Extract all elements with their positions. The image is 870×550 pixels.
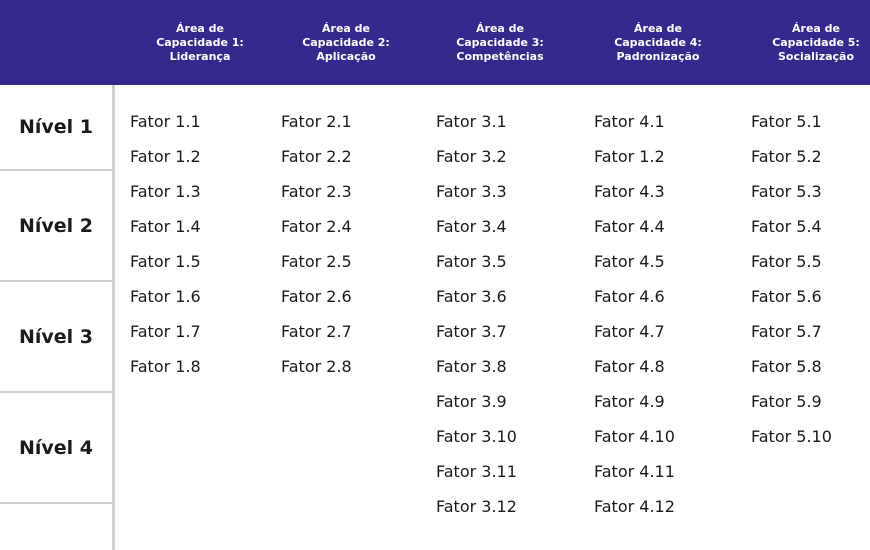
header-capacity-4: Área de Capacidade 4: Padronização	[598, 0, 718, 85]
factor-cell: Fator 4.9	[594, 392, 665, 411]
header-line: Área de	[322, 21, 370, 35]
header-line: Aplicação	[316, 49, 376, 63]
factor-cell: Fator 4.8	[594, 357, 665, 376]
factor-cell: Fator 4.3	[594, 182, 665, 201]
factor-cell: Fator 5.1	[751, 112, 822, 131]
level-2-label: Nível 2	[0, 171, 112, 282]
factor-cell: Fator 5.8	[751, 357, 822, 376]
factor-cell: Fator 3.6	[436, 287, 507, 306]
level-4-label: Nível 4	[0, 393, 112, 504]
factor-cell: Fator 2.5	[281, 252, 352, 271]
factor-cell: Fator 4.10	[594, 427, 675, 446]
header-line: Competências	[456, 49, 544, 63]
factor-cell: Fator 2.6	[281, 287, 352, 306]
factor-cell: Fator 4.1	[594, 112, 665, 131]
factor-cell: Fator 4.5	[594, 252, 665, 271]
factor-column-5: Fator 5.1 Fator 5.2 Fator 5.3 Fator 5.4 …	[751, 104, 832, 454]
header-capacity-3: Área de Capacidade 3: Competências	[440, 0, 560, 85]
header-line: Área de	[476, 21, 524, 35]
factor-cell: Fator 1.5	[130, 252, 201, 271]
header-line: Padronização	[616, 49, 700, 63]
factor-cell: Fator 3.7	[436, 322, 507, 341]
factor-cell: Fator 3.1	[436, 112, 507, 131]
factor-cell: Fator 2.4	[281, 217, 352, 236]
header-line: Capacidade 1:	[156, 35, 244, 49]
factor-cell: Fator 3.10	[436, 427, 517, 446]
factor-cell: Fator 5.5	[751, 252, 822, 271]
factor-cell: Fator 2.2	[281, 147, 352, 166]
factor-column-2: Fator 2.1 Fator 2.2 Fator 2.3 Fator 2.4 …	[281, 104, 352, 384]
factor-column-4: Fator 4.1 Fator 1.2 Fator 4.3 Fator 4.4 …	[594, 104, 675, 524]
factor-cell: Fator 3.9	[436, 392, 507, 411]
factor-cell: Fator 1.8	[130, 357, 201, 376]
factor-cell: Fator 5.2	[751, 147, 822, 166]
factor-cell: Fator 1.1	[130, 112, 201, 131]
factor-cell: Fator 1.7	[130, 322, 201, 341]
level-1-label: Nível 1	[0, 85, 112, 171]
factor-cell: Fator 3.11	[436, 462, 517, 481]
table-header: Área de Capacidade 1: Liderança Área de …	[0, 0, 870, 85]
factor-column-3: Fator 3.1 Fator 3.2 Fator 3.3 Fator 3.4 …	[436, 104, 517, 524]
factor-cell: Fator 2.1	[281, 112, 352, 131]
factor-cell: Fator 3.4	[436, 217, 507, 236]
factor-cell: Fator 4.11	[594, 462, 675, 481]
header-line: Área de	[792, 21, 840, 35]
header-line: Área de	[634, 21, 682, 35]
factor-cell: Fator 5.6	[751, 287, 822, 306]
header-capacity-5: Área de Capacidade 5: Socialização	[762, 0, 870, 85]
factor-cell: Fator 3.12	[436, 497, 517, 516]
factor-cell: Fator 5.9	[751, 392, 822, 411]
factor-cell: Fator 5.3	[751, 182, 822, 201]
factor-cell: Fator 2.8	[281, 357, 352, 376]
factor-cell: Fator 1.3	[130, 182, 201, 201]
level-3-label: Nível 3	[0, 282, 112, 393]
factor-cell: Fator 5.7	[751, 322, 822, 341]
factor-cell: Fator 1.2	[130, 147, 201, 166]
factor-cell: Fator 3.5	[436, 252, 507, 271]
factor-cell: Fator 4.12	[594, 497, 675, 516]
header-capacity-1: Área de Capacidade 1: Liderança	[140, 0, 260, 85]
factor-cell: Fator 3.8	[436, 357, 507, 376]
factor-cell: Fator 4.7	[594, 322, 665, 341]
factor-cell: Fator 4.4	[594, 217, 665, 236]
header-line: Capacidade 5:	[772, 35, 860, 49]
header-line: Área de	[176, 21, 224, 35]
factor-cell: Fator 4.6	[594, 287, 665, 306]
header-line: Socialização	[777, 49, 855, 63]
factor-cell: Fator 1.4	[130, 217, 201, 236]
header-line: Capacidade 3:	[456, 35, 544, 49]
header-capacity-2: Área de Capacidade 2: Aplicação	[286, 0, 406, 85]
factor-cell: Fator 2.3	[281, 182, 352, 201]
factor-column-1: Fator 1.1 Fator 1.2 Fator 1.3 Fator 1.4 …	[130, 104, 201, 384]
header-line: Liderança	[169, 49, 231, 63]
factor-cell: Fator 5.10	[751, 427, 832, 446]
factor-cell: Fator 1.6	[130, 287, 201, 306]
factor-cell: Fator 2.7	[281, 322, 352, 341]
factor-cell: Fator 1.2	[594, 147, 665, 166]
header-line: Capacidade 2:	[302, 35, 390, 49]
column-divider	[112, 85, 115, 550]
factor-cell: Fator 3.3	[436, 182, 507, 201]
factor-cell: Fator 5.4	[751, 217, 822, 236]
header-line: Capacidade 4:	[614, 35, 702, 49]
factor-cell: Fator 3.2	[436, 147, 507, 166]
